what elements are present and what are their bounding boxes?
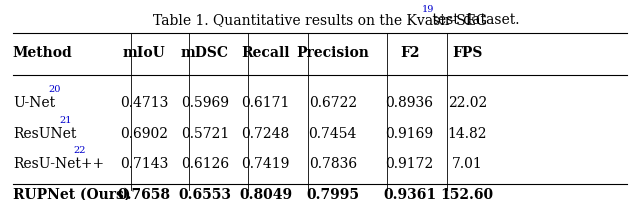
Text: Recall: Recall <box>241 46 290 60</box>
Text: 0.6553: 0.6553 <box>179 187 231 200</box>
Text: mDSC: mDSC <box>181 46 229 60</box>
Text: U-Net: U-Net <box>13 96 55 110</box>
Text: test dataset.: test dataset. <box>428 13 519 27</box>
Text: 0.7454: 0.7454 <box>308 126 357 140</box>
Text: 7.01: 7.01 <box>452 156 483 170</box>
Text: 0.6126: 0.6126 <box>180 156 229 170</box>
Text: mIoU: mIoU <box>123 46 165 60</box>
Text: 0.5969: 0.5969 <box>181 96 229 110</box>
Text: 19: 19 <box>422 5 434 14</box>
Text: 0.9361: 0.9361 <box>383 187 436 200</box>
Text: 0.5721: 0.5721 <box>180 126 229 140</box>
Text: 21: 21 <box>60 115 72 124</box>
Text: ResU-Net++: ResU-Net++ <box>13 156 104 170</box>
Text: 0.8049: 0.8049 <box>239 187 292 200</box>
Text: F2: F2 <box>400 46 419 60</box>
Text: 0.9169: 0.9169 <box>385 126 434 140</box>
Text: 0.6171: 0.6171 <box>241 96 290 110</box>
Text: 0.6722: 0.6722 <box>308 96 357 110</box>
Text: 0.7658: 0.7658 <box>118 187 170 200</box>
Text: 0.7248: 0.7248 <box>241 126 290 140</box>
Text: 14.82: 14.82 <box>447 126 487 140</box>
Text: 0.7143: 0.7143 <box>120 156 168 170</box>
Text: 20: 20 <box>48 85 60 94</box>
Text: 22: 22 <box>74 146 86 155</box>
Text: Table 1. Quantitative results on the Kvasir-SEG: Table 1. Quantitative results on the Kva… <box>153 13 487 27</box>
Text: 152.60: 152.60 <box>440 187 494 200</box>
Text: Precision: Precision <box>296 46 369 60</box>
Text: 0.7419: 0.7419 <box>241 156 290 170</box>
Text: ResUNet: ResUNet <box>13 126 76 140</box>
Text: 0.8936: 0.8936 <box>385 96 434 110</box>
Text: 0.4713: 0.4713 <box>120 96 168 110</box>
Text: 0.9172: 0.9172 <box>385 156 434 170</box>
Text: 0.7995: 0.7995 <box>307 187 359 200</box>
Text: 0.7836: 0.7836 <box>308 156 357 170</box>
Text: 0.6902: 0.6902 <box>120 126 168 140</box>
Text: FPS: FPS <box>452 46 483 60</box>
Text: 22.02: 22.02 <box>447 96 487 110</box>
Text: RUPNet (Ours): RUPNet (Ours) <box>13 187 131 200</box>
Text: Method: Method <box>13 46 72 60</box>
